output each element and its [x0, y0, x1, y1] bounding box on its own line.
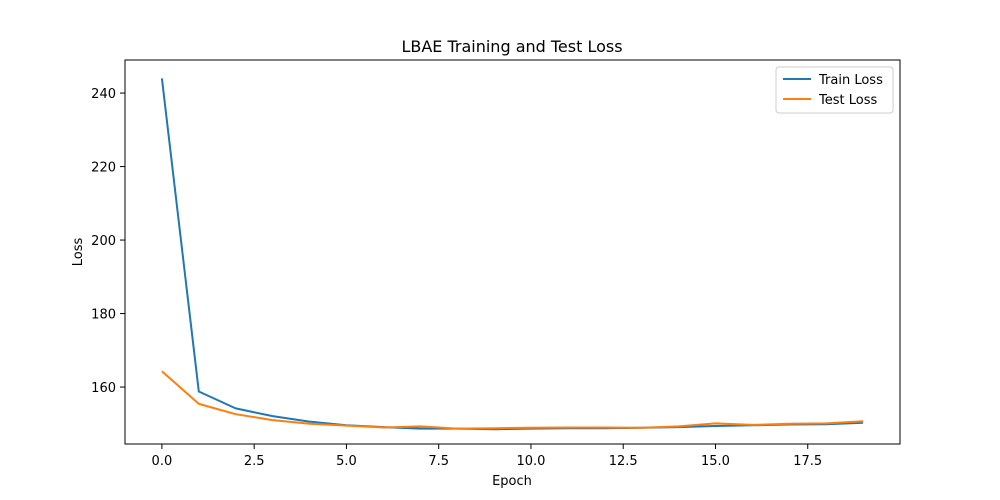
- y-tick-label: 220: [91, 161, 116, 176]
- y-axis-ticks: 160 180 200 220 240: [91, 87, 125, 396]
- x-tick-label: 7.5: [428, 454, 449, 469]
- y-tick-label: 180: [91, 308, 116, 323]
- series-line-test-loss: [161, 370, 864, 430]
- y-tick-label: 200: [91, 234, 116, 249]
- y-tick-label: 160: [91, 381, 116, 396]
- legend-label: Train Loss: [818, 73, 883, 88]
- y-axis-label: Loss: [71, 238, 86, 267]
- chart-title: LBAE Training and Test Loss: [401, 37, 622, 56]
- x-tick-label: 0.0: [152, 454, 173, 469]
- plot-frame: [124, 59, 901, 445]
- legend: Train Loss Test Loss: [775, 66, 894, 114]
- x-axis-ticks: 0.0 2.5 5.0 7.5 10.0 12.5 15.0 17.5: [152, 444, 822, 469]
- x-tick-label: 2.5: [244, 454, 265, 469]
- x-tick-label: 17.5: [793, 454, 822, 469]
- y-tick-label: 240: [91, 87, 116, 102]
- x-tick-label: 5.0: [336, 454, 357, 469]
- series-lines: [160, 78, 864, 431]
- x-tick-label: 10.0: [516, 454, 545, 469]
- x-axis-label: Epoch: [492, 474, 532, 489]
- x-tick-label: 12.5: [609, 454, 638, 469]
- x-tick-label: 15.0: [701, 454, 730, 469]
- legend-label: Test Loss: [818, 93, 877, 108]
